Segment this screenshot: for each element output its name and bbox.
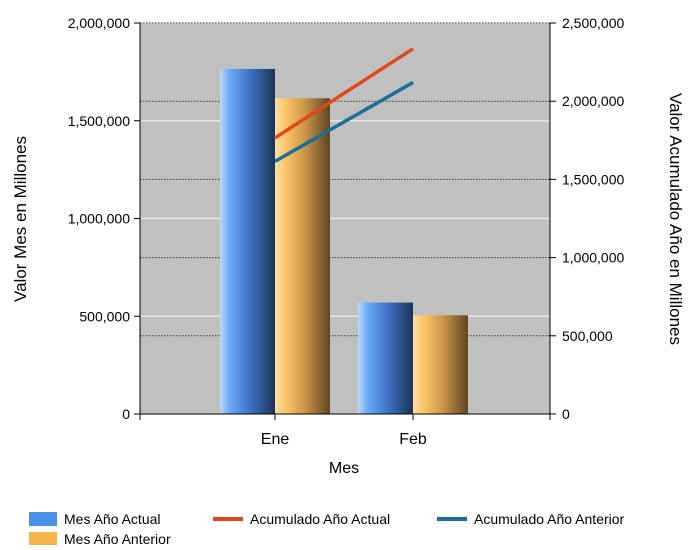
y2-tick-label: 1,500,000 [562,171,624,187]
y-axis-title: Valor Mes en Millones [11,136,30,302]
bar-mes-anio-anterior [275,98,330,414]
x-tick-label: Feb [399,431,427,448]
x-tick-label: Ene [261,431,290,448]
y-tick-label: 1,500,000 [68,113,130,129]
y2-tick-label: 2,000,000 [562,93,624,109]
bar-mes-anio-actual [220,68,275,414]
y2-tick-label: 0 [562,406,570,422]
bar-mes-anio-anterior [413,315,468,414]
y2-axis-title: Valor Acumulado Año en Millones [666,93,685,345]
x-axis-title: Mes [329,460,359,477]
line-acumulado-anio-anterior [274,80,414,163]
legend-label-acumulado-anio-actual: Acumulado Año Actual [250,511,390,527]
y2-tick-label: 2,500,000 [562,15,624,31]
y-tick-label: 1,000,000 [68,211,130,227]
bar-mes-anio-actual [358,302,413,414]
y2-tick-label: 1,000,000 [562,250,624,266]
legend-label-acumulado-anio-anterior: Acumulado Año Anterior [474,511,625,527]
legend-label-mes-anio-anterior: Mes Año Anterior [64,531,171,545]
y-tick-label: 0 [122,406,130,422]
legend-swatch-mes-anio-actual [29,512,57,526]
y-tick-label: 500,000 [79,308,130,324]
y-tick-label: 2,000,000 [68,15,130,31]
legend-label-mes-anio-actual: Mes Año Actual [64,511,161,527]
y2-tick-label: 500,000 [562,328,613,344]
line-acumulado-anio-actual [274,47,414,140]
legend-swatch-mes-anio-anterior [29,532,57,546]
